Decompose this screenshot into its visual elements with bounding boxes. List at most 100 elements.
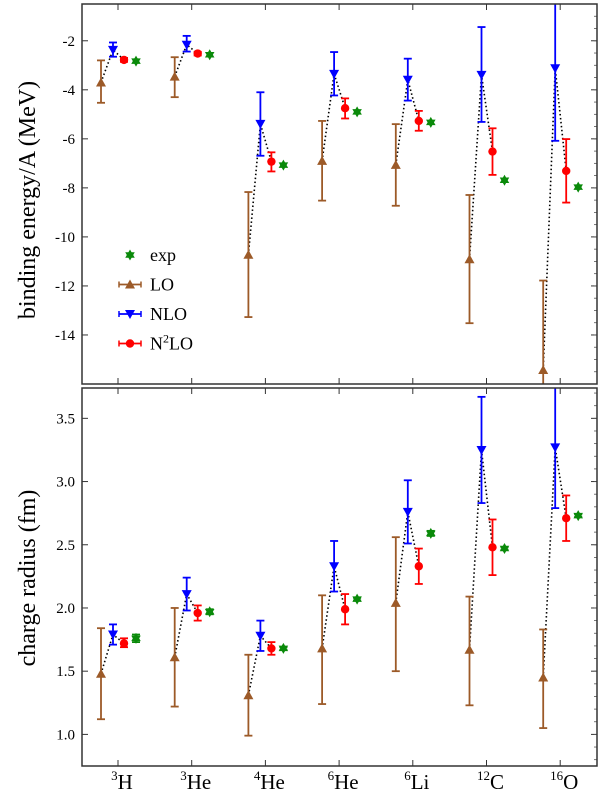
y-tick-label: -2 bbox=[63, 34, 76, 50]
n2lo-point bbox=[414, 116, 423, 126]
nlo-point bbox=[476, 70, 487, 80]
nlo-point bbox=[181, 40, 192, 50]
exp-point-part bbox=[426, 119, 436, 128]
nlo-point bbox=[329, 69, 340, 79]
lo-point bbox=[464, 644, 475, 654]
y-tick-label: 2.0 bbox=[56, 601, 75, 617]
nlo-point bbox=[550, 64, 561, 74]
nlo-point bbox=[255, 119, 266, 129]
nlo-point bbox=[476, 445, 487, 455]
lo-point bbox=[317, 155, 328, 165]
lo-point bbox=[96, 77, 106, 87]
series-nlo bbox=[108, 388, 561, 652]
lo-point bbox=[390, 597, 401, 607]
exp-point-part bbox=[426, 530, 436, 539]
mass-number: 6 bbox=[404, 768, 411, 783]
binding-energy-panel: -2 -4 -6 -8 -10 -12 -14 binding energy/A (MeV) e… bbox=[15, 3, 598, 385]
nlo-point bbox=[181, 590, 192, 600]
element-symbol: O bbox=[563, 770, 578, 794]
dotted-connector bbox=[542, 447, 567, 678]
y-tick-label: 3.0 bbox=[56, 475, 75, 491]
n2lo-point bbox=[119, 55, 129, 65]
x-tick-label: 12C bbox=[477, 768, 504, 794]
y-tick-label: -10 bbox=[55, 230, 75, 246]
lo-point bbox=[464, 254, 475, 264]
legend-exp-marker-part bbox=[125, 252, 135, 261]
legend-text: N bbox=[150, 334, 163, 354]
n2lo-point bbox=[562, 166, 571, 176]
mass-number: 3 bbox=[111, 768, 118, 783]
series-exp bbox=[131, 49, 583, 193]
lo-point bbox=[538, 365, 549, 375]
lo-point bbox=[317, 643, 328, 653]
dotted-connector bbox=[321, 73, 346, 162]
exp-point-part bbox=[278, 645, 289, 654]
y-tick-label: 1.0 bbox=[56, 727, 75, 743]
legend-nlo-label: NLO bbox=[150, 304, 187, 324]
y-tick-label: 2.5 bbox=[56, 538, 75, 554]
series-nlo bbox=[108, 4, 561, 157]
x-tick-label: 6He bbox=[328, 768, 359, 794]
lo-point bbox=[96, 668, 106, 678]
lo-point bbox=[243, 690, 254, 700]
exp-point-part bbox=[573, 512, 583, 522]
lo-point bbox=[169, 71, 180, 81]
exp-point-part bbox=[499, 545, 510, 555]
exp-point-part bbox=[352, 109, 362, 118]
n2lo-point bbox=[193, 608, 202, 618]
lo-point bbox=[243, 249, 254, 259]
exp-point-part bbox=[204, 51, 215, 61]
mass-number: 4 bbox=[254, 768, 261, 783]
exp-point-part bbox=[131, 58, 141, 67]
series-lo bbox=[96, 536, 549, 737]
nlo-point bbox=[255, 631, 266, 641]
exp-point-part bbox=[131, 635, 141, 644]
element-symbol: Li bbox=[411, 770, 430, 794]
element-symbol: C bbox=[490, 770, 504, 794]
dotted-connector bbox=[100, 48, 125, 83]
x-tick-label: 3H bbox=[111, 768, 133, 794]
x-tick-label: 3He bbox=[180, 768, 211, 794]
n2lo-point bbox=[340, 103, 350, 113]
legend-superscript: 2 bbox=[163, 332, 169, 346]
legend-n2lo-label: N2LO bbox=[150, 332, 193, 354]
series-n2lo bbox=[119, 494, 571, 656]
lo-point bbox=[538, 672, 549, 682]
dotted-connector bbox=[395, 79, 420, 165]
y-axis-label: charge radius (fm) bbox=[15, 490, 41, 667]
exp-point-part bbox=[352, 596, 362, 605]
n2lo-point bbox=[488, 147, 497, 156]
dotted-connector bbox=[542, 68, 567, 371]
n2lo-point bbox=[414, 562, 423, 571]
legend-n2lo-marker bbox=[125, 339, 135, 348]
mass-number: 6 bbox=[328, 768, 335, 783]
legend-lo-label: LO bbox=[150, 275, 174, 295]
y-tick-label: -8 bbox=[63, 181, 76, 197]
plot-frame bbox=[81, 387, 598, 767]
legend-text: LO bbox=[169, 334, 193, 354]
y-tick-label: 3.5 bbox=[56, 411, 75, 427]
n2lo-point bbox=[340, 605, 350, 614]
y-axis-label: binding energy/A (MeV) bbox=[15, 81, 41, 319]
element-symbol: He bbox=[260, 770, 285, 794]
mass-number: 3 bbox=[180, 768, 187, 783]
nlo-point bbox=[402, 75, 413, 85]
nlo-point bbox=[108, 45, 118, 55]
n2lo-point bbox=[267, 157, 276, 166]
n2lo-point bbox=[267, 644, 276, 653]
nlo-point bbox=[402, 507, 413, 517]
element-symbol: He bbox=[187, 770, 212, 794]
y-tick-label: -6 bbox=[63, 132, 76, 148]
exp-point-part bbox=[499, 177, 510, 186]
x-tick-label: 4He bbox=[254, 768, 285, 794]
n2lo-point bbox=[193, 49, 202, 58]
element-symbol: H bbox=[118, 770, 133, 794]
element-symbol: He bbox=[334, 770, 359, 794]
y-tick-label: -12 bbox=[55, 279, 75, 295]
exp-point-part bbox=[204, 609, 215, 618]
legend-nlo-marker bbox=[125, 310, 135, 319]
series-exp bbox=[131, 510, 583, 654]
mass-number: 16 bbox=[550, 768, 564, 783]
